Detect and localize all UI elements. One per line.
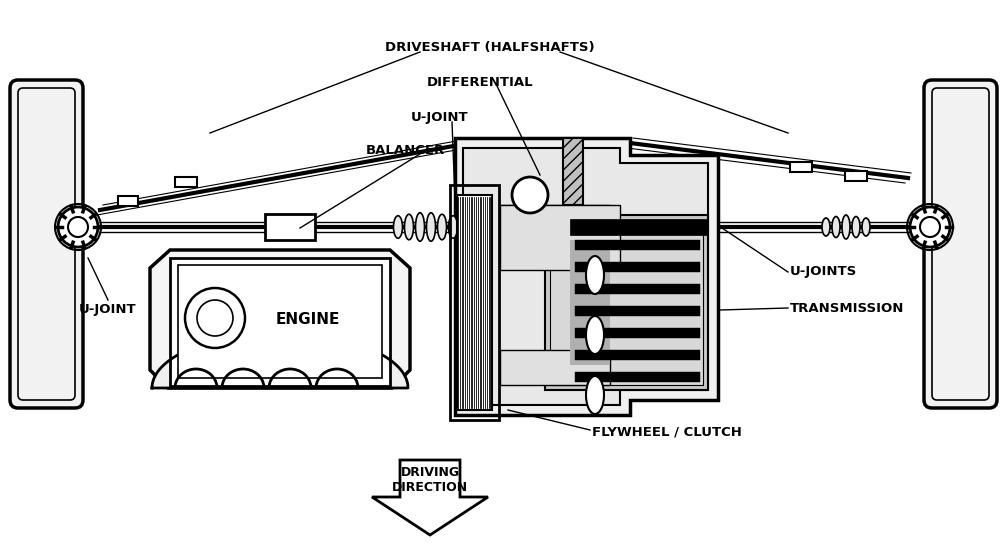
- Bar: [790, 162, 812, 172]
- Ellipse shape: [405, 214, 414, 240]
- Ellipse shape: [657, 216, 666, 238]
- Bar: [545, 215, 708, 390]
- Bar: [575, 328, 700, 338]
- Bar: [170, 258, 390, 386]
- Ellipse shape: [427, 213, 435, 241]
- Bar: [563, 138, 583, 205]
- FancyBboxPatch shape: [924, 80, 997, 408]
- Circle shape: [68, 217, 88, 237]
- Circle shape: [185, 288, 245, 348]
- Circle shape: [512, 177, 548, 213]
- Text: U-JOINT: U-JOINT: [80, 304, 137, 316]
- Ellipse shape: [634, 213, 643, 241]
- Bar: [570, 219, 708, 235]
- Text: U-JOINT: U-JOINT: [411, 111, 469, 125]
- Circle shape: [910, 207, 950, 247]
- Ellipse shape: [586, 256, 604, 294]
- Polygon shape: [152, 333, 408, 388]
- Ellipse shape: [852, 217, 860, 238]
- Circle shape: [920, 217, 940, 237]
- Bar: [550, 220, 703, 385]
- Ellipse shape: [862, 218, 870, 236]
- Ellipse shape: [437, 214, 446, 240]
- Ellipse shape: [612, 216, 621, 238]
- Ellipse shape: [416, 213, 425, 241]
- Bar: [845, 171, 867, 181]
- Ellipse shape: [623, 214, 632, 239]
- Circle shape: [197, 300, 233, 336]
- Bar: [175, 177, 197, 187]
- Bar: [575, 372, 700, 382]
- Ellipse shape: [448, 216, 457, 238]
- Ellipse shape: [842, 215, 850, 239]
- Bar: [265, 214, 315, 240]
- Polygon shape: [500, 205, 620, 270]
- Text: DIFFERENTIAL: DIFFERENTIAL: [427, 75, 534, 89]
- Ellipse shape: [586, 376, 604, 414]
- Bar: [575, 306, 700, 316]
- Polygon shape: [500, 350, 610, 385]
- Bar: [575, 240, 700, 250]
- Text: DRIVESHAFT (HALFSHAFTS): DRIVESHAFT (HALFSHAFTS): [386, 42, 595, 54]
- Text: BALANCER: BALANCER: [366, 143, 445, 156]
- Polygon shape: [463, 148, 708, 405]
- Bar: [575, 350, 700, 360]
- Ellipse shape: [645, 214, 655, 239]
- Ellipse shape: [394, 216, 403, 238]
- Bar: [118, 196, 138, 206]
- Polygon shape: [372, 460, 488, 535]
- Text: ENGINE: ENGINE: [276, 312, 340, 327]
- Bar: [457, 195, 492, 410]
- Circle shape: [58, 207, 98, 247]
- FancyBboxPatch shape: [10, 80, 83, 408]
- Text: U-JOINTS: U-JOINTS: [790, 265, 857, 279]
- Bar: [178, 265, 382, 378]
- Polygon shape: [455, 138, 718, 415]
- Polygon shape: [150, 250, 410, 388]
- Bar: [575, 262, 700, 272]
- Bar: [450, 185, 499, 420]
- Text: DRIVING
DIRECTION: DRIVING DIRECTION: [392, 466, 468, 494]
- Ellipse shape: [822, 218, 830, 236]
- Ellipse shape: [832, 217, 840, 238]
- Text: FLYWHEEL / CLUTCH: FLYWHEEL / CLUTCH: [592, 425, 742, 439]
- Ellipse shape: [586, 316, 604, 354]
- Bar: [500, 205, 610, 265]
- Bar: [575, 284, 700, 294]
- Bar: [570, 240, 610, 365]
- Text: TRANSMISSION: TRANSMISSION: [790, 301, 904, 315]
